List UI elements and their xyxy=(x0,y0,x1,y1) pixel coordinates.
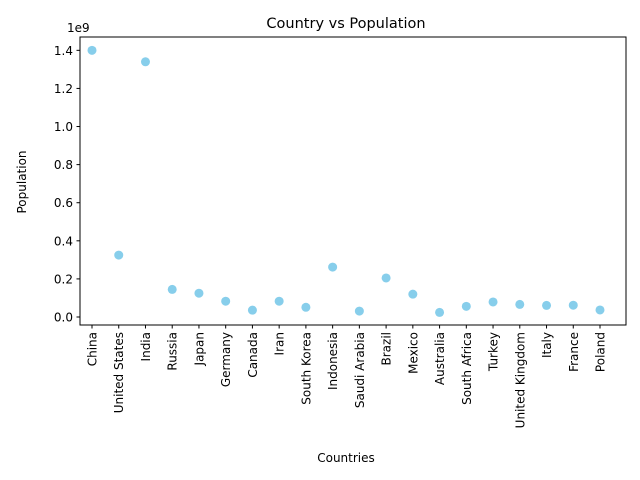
chart-title: Country vs Population xyxy=(266,16,425,32)
data-point xyxy=(408,289,418,299)
data-point xyxy=(221,296,231,306)
x-tick-label: India xyxy=(139,332,153,361)
y-tick-label: 1.4 xyxy=(54,44,73,58)
x-tick-label: Turkey xyxy=(487,332,501,372)
data-point xyxy=(542,300,552,310)
y-tick-label: 1.2 xyxy=(54,82,73,96)
x-tick-label: Russia xyxy=(166,332,180,371)
y-tick-label: 0.4 xyxy=(54,234,73,248)
y-tick-label: 0.2 xyxy=(54,272,73,286)
y-tick-label: 0.8 xyxy=(54,158,73,172)
x-tick-label: United States xyxy=(112,332,126,413)
x-tick-label: Poland xyxy=(594,332,608,372)
x-tick-label: South Korea xyxy=(299,332,313,405)
y-axis-ticks: 0.0 0.2 0.4 0.6 0.8 1.0 1.2 1.4 xyxy=(54,44,80,325)
data-point xyxy=(87,45,97,55)
data-point xyxy=(488,297,498,307)
x-tick-label: Canada xyxy=(246,332,260,378)
x-tick-label: Indonesia xyxy=(326,332,340,390)
data-point xyxy=(167,284,177,294)
x-tick-label: Mexico xyxy=(406,332,420,374)
x-tick-label: Italy xyxy=(540,332,554,358)
data-point xyxy=(461,301,471,311)
x-tick-label: Japan xyxy=(192,332,206,366)
data-point xyxy=(595,305,605,315)
x-tick-label: France xyxy=(567,332,581,372)
x-tick-label: Saudi Arabia xyxy=(353,332,367,408)
x-tick-label: Australia xyxy=(433,332,447,385)
x-tick-label: Germany xyxy=(219,332,233,387)
plot-frame xyxy=(79,36,627,326)
data-point xyxy=(247,305,257,315)
y-tick-label: 1.0 xyxy=(54,120,73,134)
x-tick-label: Iran xyxy=(273,332,287,355)
data-point xyxy=(515,299,525,309)
data-point xyxy=(354,306,364,316)
y-tick-label: 0.6 xyxy=(54,196,73,210)
x-axis-ticks: China United States India Russia Japan German… xyxy=(86,325,608,428)
x-axis-label: Countries xyxy=(317,451,375,465)
data-point xyxy=(114,250,124,260)
data-point xyxy=(381,273,391,283)
data-point xyxy=(568,300,578,310)
data-point xyxy=(435,307,445,317)
x-tick-label: United Kingdom xyxy=(513,332,527,428)
y-axis-label: Population xyxy=(15,150,29,213)
x-tick-label: China xyxy=(86,332,100,366)
data-point xyxy=(274,296,284,306)
x-tick-label: South Africa xyxy=(460,332,474,405)
x-tick-label: Brazil xyxy=(380,332,394,366)
data-point xyxy=(301,302,311,312)
data-point xyxy=(140,57,150,67)
y-tick-label: 0.0 xyxy=(54,311,73,325)
data-points xyxy=(87,45,605,317)
y-offset-label: 1e9 xyxy=(67,21,90,35)
data-point xyxy=(328,262,338,272)
data-point xyxy=(194,288,204,298)
